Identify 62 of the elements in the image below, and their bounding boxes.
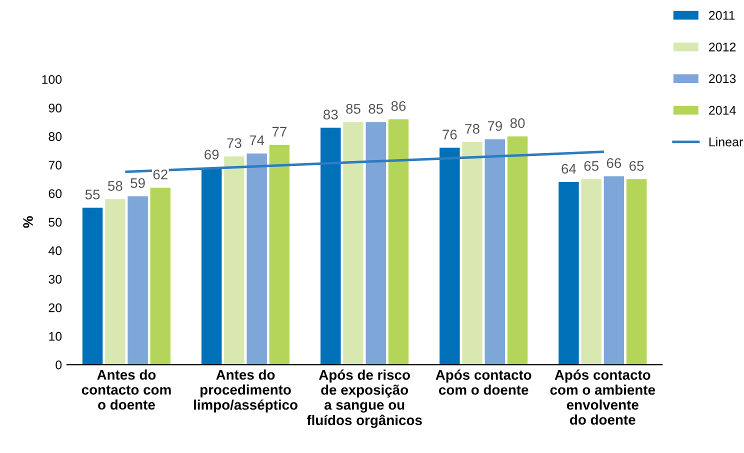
y-tick-label: 80 [48, 132, 62, 142]
bar [388, 119, 409, 365]
legend-label: 2011 [709, 10, 735, 20]
data-label: 85 [368, 104, 384, 114]
bar [320, 128, 341, 365]
y-tick-label: 90 [48, 104, 62, 112]
data-label: 62 [153, 170, 168, 180]
data-label: 69 [204, 150, 219, 160]
y-tick-label: 40 [48, 246, 62, 256]
legend-label: Linear [709, 137, 743, 146]
data-label: 55 [85, 190, 100, 200]
bar [343, 122, 364, 365]
data-label: 77 [272, 126, 286, 136]
x-tick-label: Após contacto com o doente [436, 370, 532, 395]
x-tick-label: Após de risco de exposição a sangue ou fluídos orgânicos [306, 370, 422, 428]
bar [366, 122, 386, 365]
data-label: 65 [630, 161, 644, 171]
data-label: 66 [606, 158, 622, 168]
data-label: 76 [442, 130, 457, 140]
bar [224, 156, 244, 365]
bar [105, 199, 126, 365]
data-label: 64 [562, 164, 576, 174]
y-tick-label: 50 [48, 218, 62, 227]
bar [246, 153, 267, 365]
bar [201, 168, 222, 365]
bar [604, 176, 624, 365]
x-tick-label: Após contacto com o ambiente envolvente do doente [550, 370, 656, 425]
data-label: 83 [324, 110, 338, 120]
data-label: 74 [250, 135, 264, 146]
data-label: 79 [488, 121, 502, 131]
legend-label: 2014 [709, 106, 736, 115]
data-label: 86 [391, 101, 406, 111]
bar [82, 208, 103, 365]
x-tick-label: Antes do procedimento limpo/asséptico [194, 370, 298, 413]
y-tick-label: 70 [48, 160, 62, 170]
data-label: 85 [346, 104, 360, 114]
legend-label: 2012 [709, 42, 736, 52]
bar [462, 142, 482, 365]
bar [128, 196, 148, 365]
data-label: 58 [108, 181, 122, 191]
data-label: 73 [227, 138, 242, 148]
data-label: 59 [130, 178, 145, 188]
data-label: 78 [465, 124, 480, 134]
bar [440, 148, 460, 365]
data-label: 80 [510, 118, 525, 128]
y-tick-label: 30 [48, 274, 62, 284]
y-tick-label: 100 [42, 75, 62, 84]
bar [269, 144, 290, 365]
x-tick-label: Antes do contacto com o doente [82, 370, 171, 410]
bar [581, 179, 602, 365]
bar [150, 188, 171, 365]
bar [558, 182, 579, 365]
bar [507, 136, 528, 365]
y-tick-label: 0 [56, 360, 62, 370]
y-tick-label: 10 [49, 332, 62, 341]
y-axis-title: % [23, 216, 33, 228]
y-tick-label: 20 [48, 303, 62, 312]
bar [484, 139, 506, 365]
data-label: 65 [584, 161, 598, 171]
bar [626, 179, 647, 365]
legend-label: 2013 [709, 74, 736, 84]
y-tick-label: 60 [48, 189, 62, 198]
